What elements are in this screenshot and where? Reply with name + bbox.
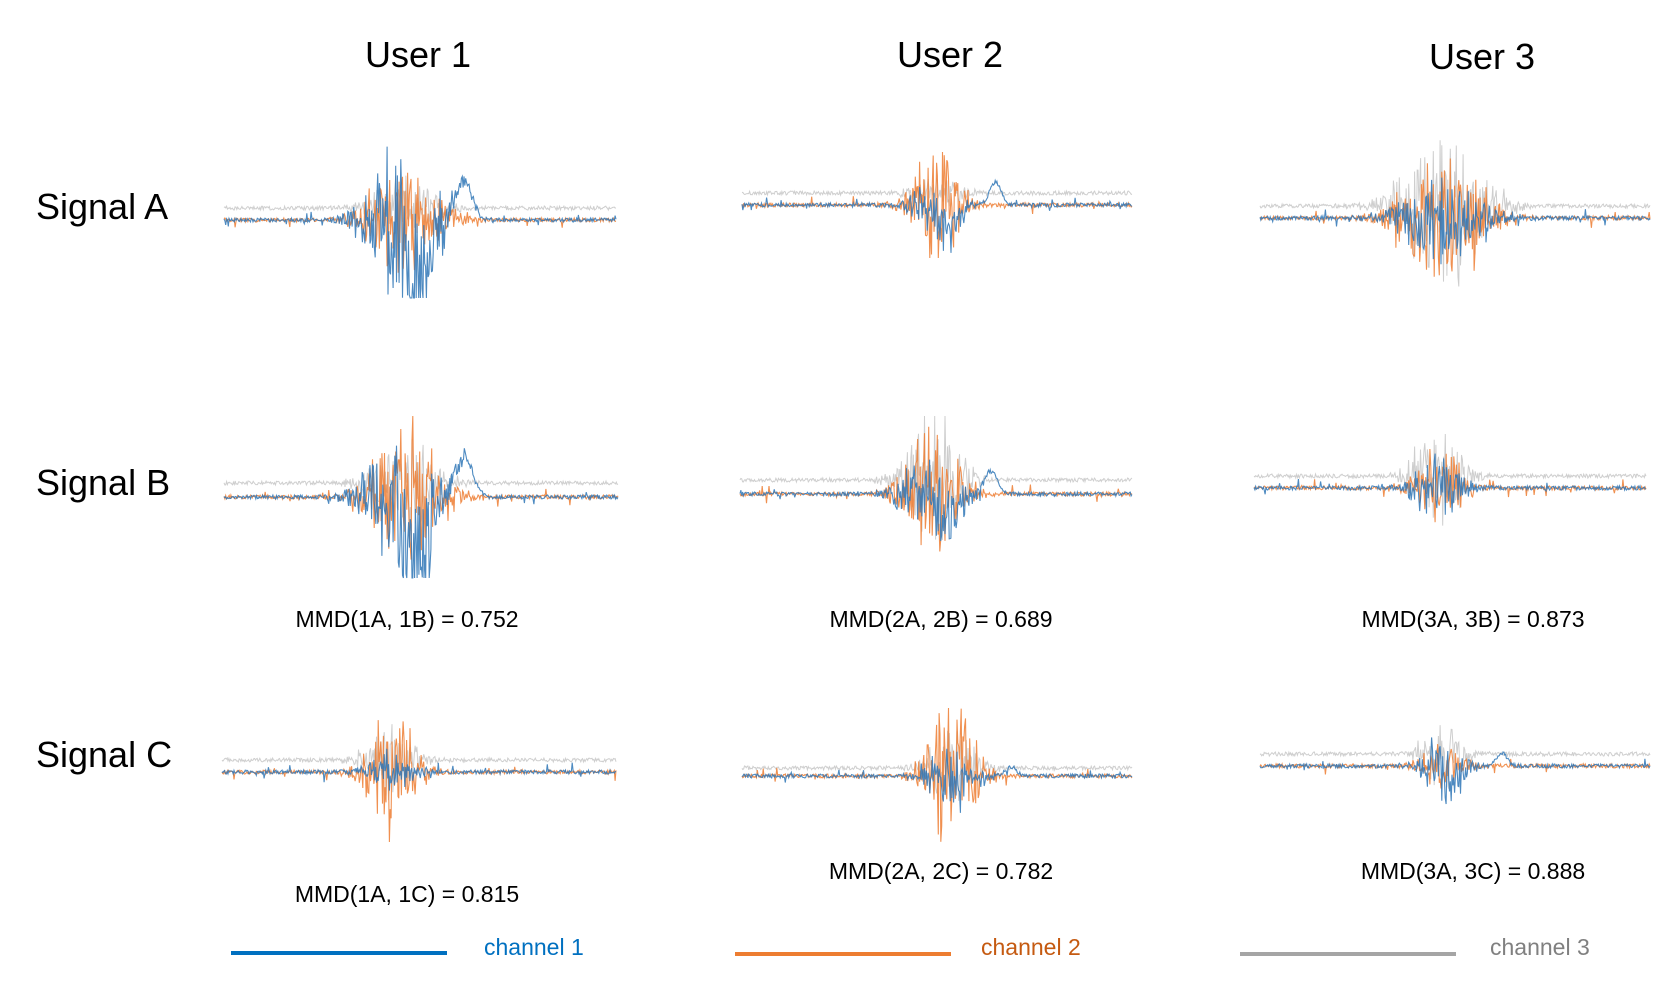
- trace-channel-2: [221, 720, 617, 843]
- signal-panel-user3-b: [1253, 433, 1647, 526]
- trace-channel-2: [1259, 744, 1651, 789]
- trace-channel-2: [739, 426, 1133, 552]
- trace-channel-1: [1259, 737, 1651, 805]
- trace-channel-1: [741, 178, 1133, 253]
- trace-channel-1: [1253, 453, 1647, 515]
- trace-channel-1: [741, 748, 1133, 813]
- signal-panel-user2-c: [741, 707, 1133, 842]
- trace-channel-1: [223, 146, 617, 299]
- signal-panel-user2-b: [739, 415, 1133, 552]
- trace-channel-3: [739, 415, 1133, 540]
- trace-channel-1: [739, 459, 1133, 542]
- mmd-label-user3-b: MMD(3A, 3B) = 0.873: [1361, 606, 1585, 632]
- trace-channel-2: [1259, 158, 1651, 277]
- signal-panel-user1-a: [223, 146, 617, 299]
- trace-channel-2: [223, 172, 617, 273]
- trace-channel-3: [1259, 725, 1651, 789]
- legend-line-channel-2: [735, 952, 951, 956]
- signal-panel-user3-c: [1259, 725, 1651, 805]
- row-label-signal-c: Signal C: [36, 734, 173, 775]
- signal-panel-user3-a: [1259, 140, 1651, 287]
- trace-channel-3: [221, 724, 617, 801]
- column-title-user-2: User 2: [896, 34, 1004, 75]
- trace-channel-2: [223, 415, 619, 560]
- row-label-signal-a: Signal A: [36, 186, 169, 227]
- legend-line-channel-1: [231, 951, 447, 955]
- trace-channel-1: [1259, 177, 1651, 265]
- mmd-label-user1-c: MMD(1A, 1C) = 0.815: [294, 881, 520, 907]
- legend-line-channel-3: [1240, 952, 1456, 956]
- trace-channel-3: [223, 439, 619, 531]
- legend-label-channel-3: channel 3: [1490, 934, 1590, 960]
- trace-channel-3: [1259, 140, 1651, 287]
- trace-channel-1: [221, 748, 617, 791]
- trace-channel-1: [223, 445, 619, 579]
- signal-panel-user2-a: [741, 151, 1133, 259]
- mmd-label-user2-c: MMD(2A, 2C) = 0.782: [828, 858, 1054, 884]
- signal-panel-user1-b: [223, 415, 619, 579]
- legend-label-channel-2: channel 2: [981, 934, 1081, 960]
- column-title-user-3: User 3: [1428, 36, 1536, 77]
- mmd-label-user3-c: MMD(3A, 3C) = 0.888: [1360, 858, 1586, 884]
- signal-panel-user1-c: [221, 720, 617, 843]
- mmd-label-user1-b: MMD(1A, 1B) = 0.752: [295, 606, 519, 632]
- row-label-signal-b: Signal B: [36, 462, 171, 503]
- mmd-label-user2-b: MMD(2A, 2B) = 0.689: [829, 606, 1053, 632]
- column-title-user-1: User 1: [364, 34, 472, 75]
- trace-channel-3: [223, 175, 617, 234]
- legend-label-channel-1: channel 1: [484, 934, 584, 960]
